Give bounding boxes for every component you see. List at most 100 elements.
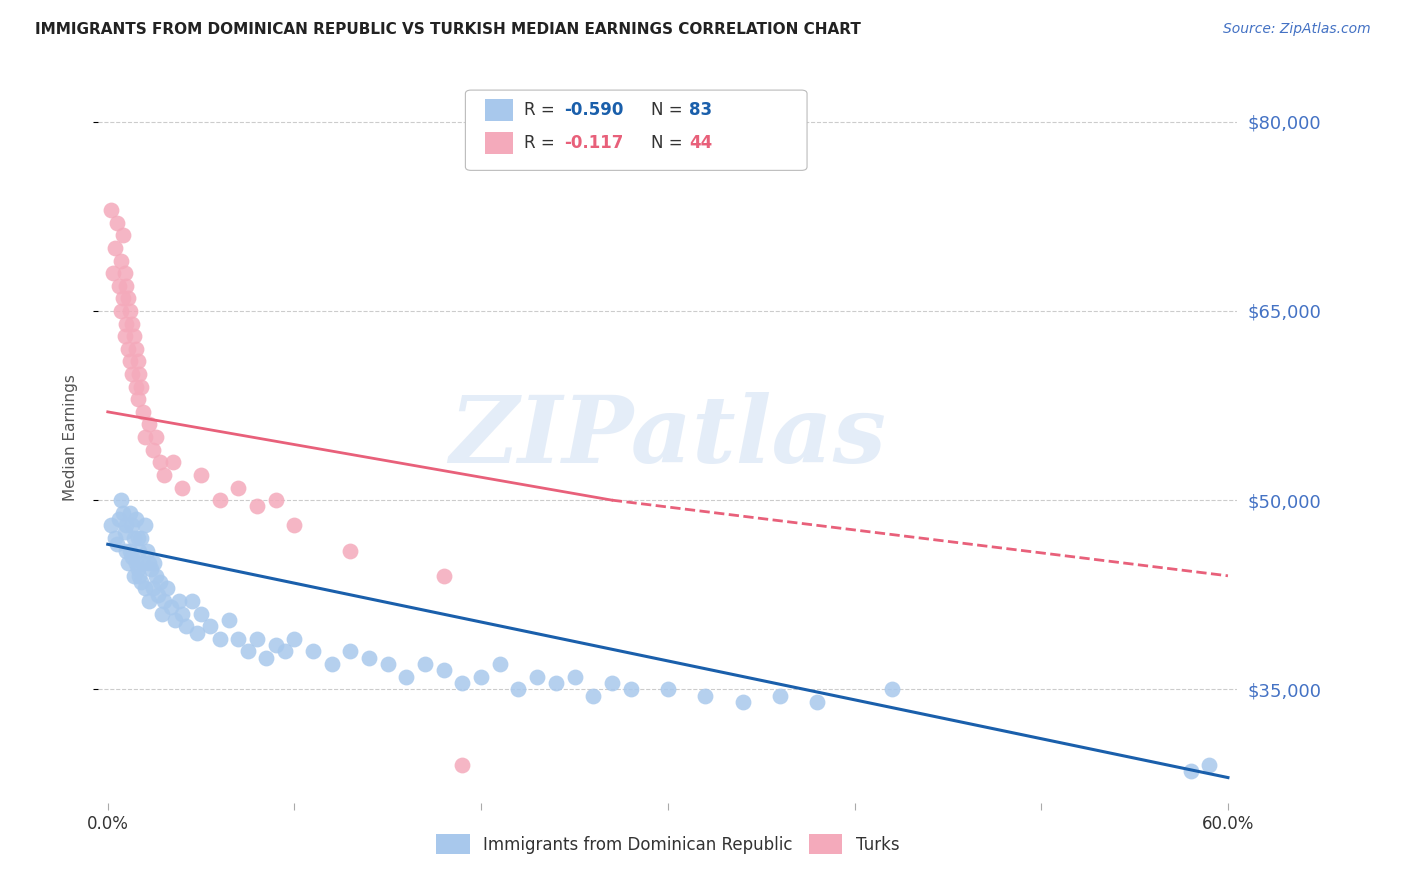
Text: ZIPatlas: ZIPatlas xyxy=(450,392,886,482)
Point xyxy=(138,417,160,432)
Point xyxy=(121,549,143,564)
Point xyxy=(186,625,208,640)
Point xyxy=(731,695,754,709)
Point xyxy=(246,632,269,646)
Point xyxy=(138,594,160,608)
Point xyxy=(145,430,167,444)
Point xyxy=(127,354,149,368)
Point xyxy=(600,676,623,690)
Point xyxy=(128,367,150,381)
Point xyxy=(162,455,184,469)
Point xyxy=(128,569,150,583)
Point xyxy=(156,582,179,596)
Point xyxy=(508,682,530,697)
Point xyxy=(131,379,153,393)
Point xyxy=(228,481,250,495)
Point xyxy=(108,278,131,293)
Point xyxy=(433,664,456,678)
Point xyxy=(167,594,190,608)
Point xyxy=(127,392,149,407)
Point xyxy=(134,430,156,444)
Point xyxy=(769,689,792,703)
Point xyxy=(208,632,231,646)
Text: 83: 83 xyxy=(689,101,711,119)
Point xyxy=(111,506,134,520)
Point xyxy=(125,556,148,570)
Point xyxy=(115,278,138,293)
Point xyxy=(264,493,287,508)
Point xyxy=(120,543,142,558)
Point xyxy=(115,317,138,331)
Point xyxy=(117,291,139,305)
Point xyxy=(121,367,143,381)
Point xyxy=(152,594,174,608)
Point xyxy=(131,575,153,590)
Point xyxy=(619,682,641,697)
Point xyxy=(131,531,153,545)
Point xyxy=(806,695,828,709)
Point xyxy=(142,582,165,596)
Text: -0.590: -0.590 xyxy=(564,101,623,119)
Point xyxy=(160,600,183,615)
Point xyxy=(283,632,305,646)
Point xyxy=(695,689,717,703)
Point xyxy=(139,562,162,576)
Point xyxy=(339,543,361,558)
Y-axis label: Median Earnings: Median Earnings xyxy=(63,374,77,500)
Point xyxy=(190,467,212,482)
Point xyxy=(413,657,436,671)
Point xyxy=(105,216,128,230)
Point xyxy=(100,518,122,533)
Text: R =: R = xyxy=(524,134,565,152)
Point xyxy=(172,481,194,495)
Text: IMMIGRANTS FROM DOMINICAN REPUBLIC VS TURKISH MEDIAN EARNINGS CORRELATION CHART: IMMIGRANTS FROM DOMINICAN REPUBLIC VS TU… xyxy=(35,22,860,37)
Legend: Immigrants from Dominican Republic, Turks: Immigrants from Dominican Republic, Turk… xyxy=(430,828,905,860)
Text: 44: 44 xyxy=(689,134,713,152)
Point xyxy=(134,518,156,533)
Point xyxy=(1180,764,1202,779)
Point xyxy=(125,342,148,356)
Point xyxy=(451,676,474,690)
Point xyxy=(218,613,240,627)
Point xyxy=(145,569,167,583)
Point xyxy=(110,304,132,318)
Point xyxy=(111,291,134,305)
Point xyxy=(117,556,139,570)
Point xyxy=(1198,758,1220,772)
Point xyxy=(142,442,165,457)
Point xyxy=(526,670,548,684)
Point xyxy=(103,266,125,280)
Point xyxy=(127,562,149,576)
Point xyxy=(125,379,148,393)
Point xyxy=(256,650,278,665)
Point xyxy=(880,682,903,697)
Point xyxy=(163,613,186,627)
Point xyxy=(339,644,361,658)
Point xyxy=(120,354,142,368)
Point xyxy=(115,543,138,558)
Point xyxy=(136,543,159,558)
Text: N =: N = xyxy=(651,134,688,152)
Point xyxy=(172,607,194,621)
Point xyxy=(104,531,127,545)
Point xyxy=(110,493,132,508)
Point xyxy=(120,506,142,520)
Point xyxy=(150,607,173,621)
Text: N =: N = xyxy=(651,101,688,119)
Point xyxy=(451,758,474,772)
Point xyxy=(132,405,155,419)
Point xyxy=(544,676,567,690)
Point xyxy=(105,537,128,551)
Point xyxy=(121,518,143,533)
Point xyxy=(149,455,172,469)
Point xyxy=(283,518,305,533)
Point xyxy=(134,582,156,596)
Point xyxy=(657,682,679,697)
Point xyxy=(200,619,222,633)
Point xyxy=(120,304,142,318)
Point xyxy=(564,670,586,684)
Point xyxy=(321,657,343,671)
Point xyxy=(470,670,492,684)
Point xyxy=(122,569,145,583)
Text: -0.117: -0.117 xyxy=(564,134,623,152)
